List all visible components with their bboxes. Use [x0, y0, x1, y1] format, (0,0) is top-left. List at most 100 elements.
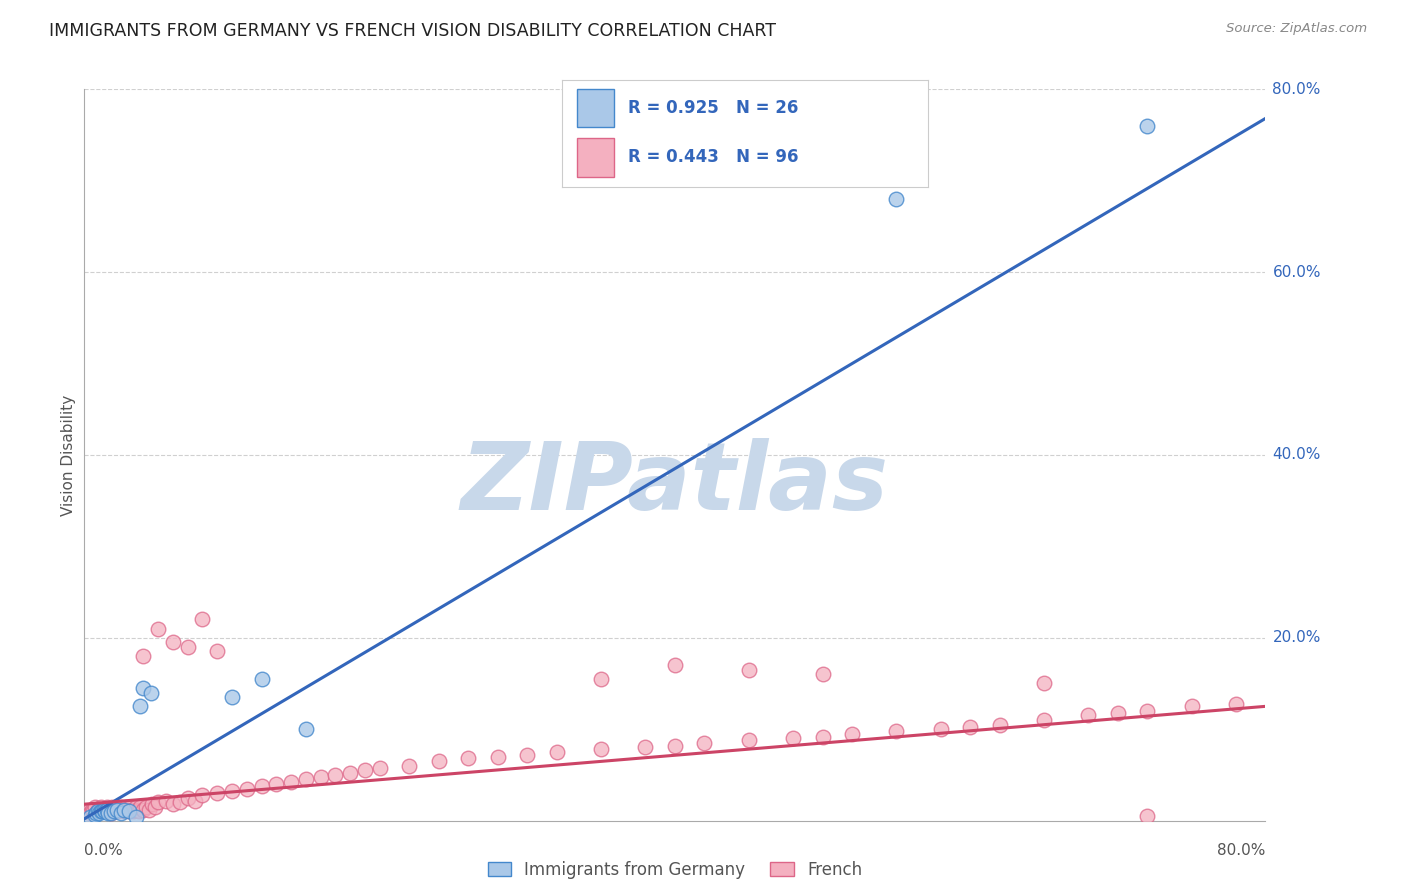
Point	[112, 803, 135, 817]
Point	[125, 810, 148, 824]
Point	[97, 806, 120, 821]
Text: 0.0%: 0.0%	[84, 843, 124, 858]
Point	[486, 749, 509, 764]
Point	[738, 663, 761, 677]
Point	[841, 727, 863, 741]
Point	[112, 805, 135, 819]
Point	[93, 805, 115, 819]
Point	[129, 699, 152, 714]
Point	[115, 803, 138, 817]
Point	[693, 736, 716, 750]
Point	[110, 806, 132, 821]
Point	[97, 805, 120, 819]
Point	[664, 739, 686, 753]
Point	[124, 803, 146, 817]
Point	[368, 761, 391, 775]
Point	[184, 793, 207, 807]
Point	[427, 754, 450, 768]
Point	[546, 745, 568, 759]
Point	[250, 672, 273, 686]
Point	[83, 808, 105, 822]
Point	[118, 805, 141, 819]
Point	[84, 806, 107, 821]
Point	[191, 788, 214, 802]
Point	[929, 723, 952, 737]
Point	[155, 793, 177, 807]
Point	[138, 803, 160, 817]
Point	[1136, 704, 1159, 718]
Point	[1032, 713, 1054, 727]
Point	[354, 764, 377, 778]
Text: 80.0%: 80.0%	[1272, 82, 1320, 96]
Bar	[576, 138, 613, 177]
Point	[100, 806, 122, 821]
Point	[177, 790, 200, 805]
Point	[105, 800, 128, 814]
Point	[295, 772, 318, 787]
Point	[1032, 676, 1054, 690]
Point	[110, 800, 132, 814]
Point	[1107, 706, 1129, 720]
Point	[959, 720, 981, 734]
Point	[90, 800, 112, 814]
Legend: Immigrants from Germany, French: Immigrants from Germany, French	[481, 855, 869, 886]
Point	[122, 805, 145, 819]
Text: 60.0%: 60.0%	[1272, 265, 1320, 279]
Y-axis label: Vision Disability: Vision Disability	[60, 394, 76, 516]
Point	[250, 779, 273, 793]
Point	[177, 640, 200, 654]
Text: R = 0.925   N = 26: R = 0.925 N = 26	[628, 99, 799, 117]
Point	[132, 649, 155, 664]
Point	[162, 635, 184, 649]
Point	[104, 803, 127, 817]
Point	[148, 622, 170, 636]
Point	[94, 805, 117, 819]
Point	[135, 800, 157, 814]
Point	[86, 805, 108, 819]
Text: ZIPatlas: ZIPatlas	[461, 438, 889, 530]
Point	[323, 768, 347, 782]
Point	[108, 803, 131, 817]
Point	[591, 742, 613, 756]
Point	[87, 805, 111, 819]
Point	[886, 724, 908, 739]
Point	[114, 800, 136, 814]
Point	[121, 803, 143, 817]
Point	[96, 803, 118, 817]
Point	[129, 800, 152, 814]
Point	[87, 806, 111, 821]
Point	[1077, 708, 1099, 723]
Point	[162, 797, 184, 812]
Point	[309, 770, 332, 784]
Point	[107, 805, 129, 819]
Text: 40.0%: 40.0%	[1272, 448, 1320, 462]
Point	[101, 800, 124, 814]
Point	[94, 803, 117, 817]
Point	[118, 805, 141, 819]
Point	[148, 796, 170, 810]
Point	[1136, 119, 1159, 133]
Point	[132, 803, 155, 817]
Point	[886, 192, 908, 206]
Point	[221, 690, 243, 705]
Point	[132, 681, 155, 695]
Point	[664, 658, 686, 673]
Point	[77, 805, 100, 819]
Point	[105, 803, 128, 817]
Point	[811, 667, 834, 681]
Point	[782, 731, 804, 746]
Point	[91, 805, 114, 819]
Point	[295, 723, 318, 737]
Point	[111, 803, 134, 817]
Point	[91, 803, 114, 817]
Point	[84, 806, 107, 821]
Point	[103, 805, 125, 819]
Point	[143, 800, 166, 814]
Point	[79, 806, 101, 821]
Point	[264, 777, 288, 791]
Bar	[576, 89, 613, 128]
Text: R = 0.443   N = 96: R = 0.443 N = 96	[628, 148, 799, 166]
Point	[86, 803, 108, 817]
Point	[169, 796, 191, 810]
Point	[205, 786, 228, 800]
